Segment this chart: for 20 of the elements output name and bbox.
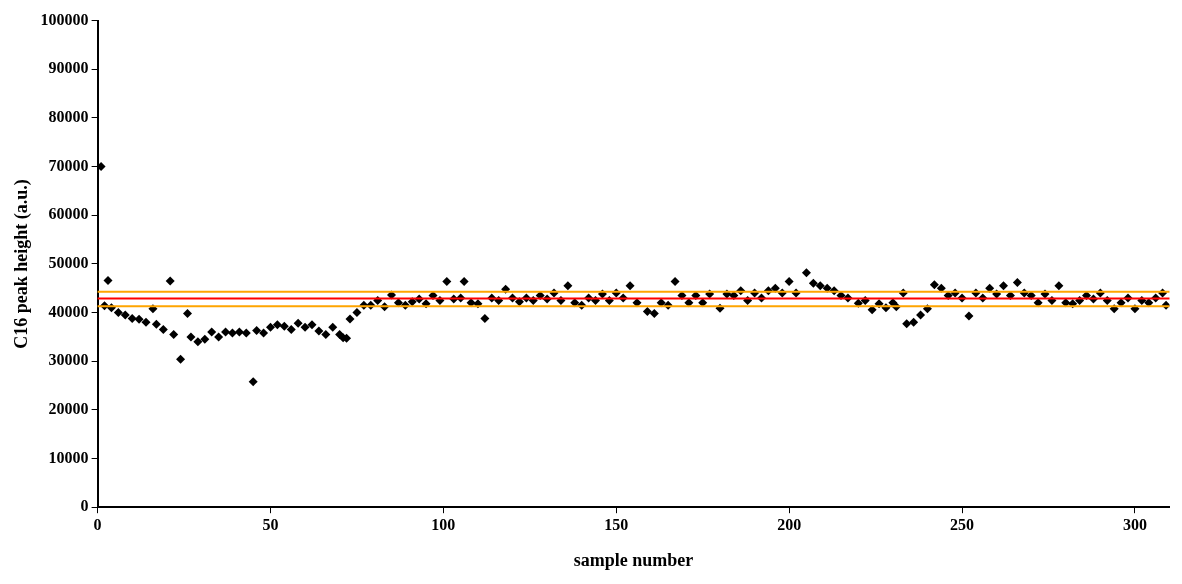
x-tick-label: 150 <box>604 515 629 533</box>
y-tick-label: 80000 <box>48 108 89 126</box>
y-tick-label: 100000 <box>40 10 89 28</box>
x-tick-label: 50 <box>262 515 279 533</box>
y-tick-label: 60000 <box>48 205 89 223</box>
x-axis-title: sample number <box>573 549 694 570</box>
y-tick-label: 50000 <box>48 254 89 272</box>
x-tick-label: 100 <box>431 515 456 533</box>
x-tick-label: 200 <box>777 515 802 533</box>
y-tick-label: 10000 <box>48 448 89 466</box>
y-tick-label: 40000 <box>48 302 89 320</box>
y-tick-label: 0 <box>80 497 89 515</box>
y-tick-label: 70000 <box>48 156 89 174</box>
x-tick-label: 300 <box>1122 515 1147 533</box>
x-tick-label: 0 <box>93 515 102 533</box>
x-tick-label: 250 <box>950 515 975 533</box>
y-tick-label: 30000 <box>48 351 89 369</box>
y-tick-label: 90000 <box>48 59 89 77</box>
y-axis-title: C16 peak height (a.u.) <box>11 179 33 349</box>
y-tick-label: 20000 <box>48 400 89 418</box>
